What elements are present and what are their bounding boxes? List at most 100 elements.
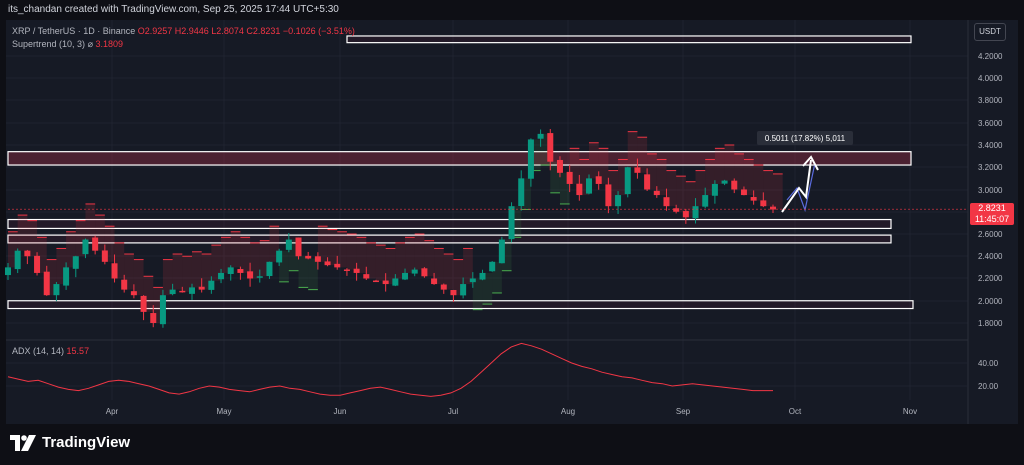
price-tick-label: 3.8000 — [978, 96, 1003, 105]
adx-legend[interactable]: ADX (14, 14) 15.57 — [12, 346, 89, 356]
supertrend-fill — [540, 133, 551, 166]
supertrend-fill — [75, 220, 86, 257]
supertrend-fill — [395, 242, 406, 279]
candle-body — [721, 180, 728, 184]
candle-body — [5, 267, 11, 276]
price-tick-label: 3.4000 — [978, 141, 1003, 150]
supertrend-fill — [162, 259, 173, 296]
time-tick-label: Jun — [334, 407, 347, 416]
price-tick-label: 2.4000 — [978, 252, 1003, 261]
price-countdown: 11:45:07 — [974, 214, 1010, 224]
supertrend-fill — [172, 254, 183, 290]
time-tick-label: May — [216, 407, 231, 416]
supertrend-fill — [240, 237, 251, 273]
currency-button[interactable]: USDT — [974, 23, 1006, 41]
price-tick-label: 3.2000 — [978, 163, 1003, 172]
time-tick-label: Aug — [561, 407, 575, 416]
time-tick-label: Nov — [903, 407, 917, 416]
footer — [0, 424, 1024, 465]
adx-value: 15.57 — [66, 346, 90, 356]
supertrend-fill — [482, 272, 493, 305]
candle-body — [14, 250, 21, 270]
adx-line — [7, 342, 773, 397]
supertrend-fill — [705, 159, 715, 196]
tradingview-logo[interactable]: TradingView — [10, 434, 130, 451]
candle-body — [363, 274, 370, 279]
price-tick-label: 3.6000 — [978, 119, 1003, 128]
candle-body — [537, 133, 544, 139]
price-tick-label: 4.0000 — [978, 74, 1003, 83]
candle-body — [188, 287, 195, 294]
candle-body — [34, 255, 41, 273]
candle-body — [324, 261, 331, 266]
candle-body — [556, 159, 563, 173]
supertrend-fill — [191, 251, 202, 288]
candles-layer — [5, 129, 776, 328]
support-resistance-zones — [7, 35, 914, 310]
supertrend-fill — [434, 248, 444, 285]
supertrend-fill — [579, 159, 590, 196]
candle-body — [169, 289, 176, 295]
candle-body — [353, 268, 360, 273]
supertrend-fill — [221, 237, 231, 273]
price-tick-label: 4.2000 — [978, 52, 1003, 61]
supertrend-fill — [46, 259, 57, 296]
candle-body — [518, 178, 525, 207]
supertrend-legend[interactable]: Supertrend (10, 3) ⌀ 3.1809 — [12, 39, 123, 50]
candle-body — [92, 237, 99, 251]
candle-body — [615, 195, 622, 207]
supertrend-layer — [8, 131, 783, 323]
supertrend-fill — [8, 231, 18, 268]
supertrend-fill — [724, 145, 735, 181]
supertrend-fill — [753, 165, 764, 201]
supertrend-fill — [598, 148, 609, 184]
time-tick-label: Apr — [106, 407, 119, 416]
supertrend-fill — [773, 173, 783, 210]
zone-box — [346, 35, 912, 44]
adx-tick-label: 20.00 — [978, 382, 999, 391]
measure-label-box — [757, 131, 853, 145]
supertrend-fill — [375, 245, 386, 281]
candle-body — [469, 278, 476, 283]
candle-body — [24, 250, 31, 257]
time-tick-label: Oct — [789, 407, 802, 416]
supertrend-value: 3.1809 — [95, 39, 124, 49]
supertrend-fill — [530, 139, 541, 171]
candle-body — [547, 133, 554, 162]
supertrend-fill — [443, 254, 454, 290]
supertrend-fill — [269, 226, 280, 262]
symbol-legend[interactable]: XRP / TetherUS · 1D · Binance O2.9257 H2… — [12, 26, 355, 36]
adx-layer — [7, 342, 773, 397]
supertrend-fill — [298, 256, 309, 288]
candle-body — [382, 280, 389, 285]
candle-body — [440, 284, 447, 290]
supertrend-fill — [656, 159, 667, 196]
candle-body — [586, 178, 593, 194]
supertrend-fill — [366, 242, 376, 279]
supertrend-fill — [685, 181, 696, 218]
supertrend-fill — [153, 287, 163, 323]
candle-body — [72, 256, 79, 269]
candle-body — [121, 279, 128, 290]
candle-body — [53, 284, 60, 296]
candle-body — [130, 291, 137, 296]
supertrend-fill — [763, 170, 773, 207]
candle-body — [760, 200, 767, 207]
price-tick-label: 2.6000 — [978, 230, 1003, 239]
candle-body — [702, 195, 709, 207]
supertrend-fill — [17, 215, 28, 251]
supertrend-fill — [405, 237, 415, 273]
current-price-value: 2.8231 — [978, 203, 1006, 213]
candle-body — [111, 263, 118, 279]
candle-body — [140, 295, 147, 312]
supertrend-fill — [250, 242, 260, 279]
current-price-tag: 2.8231 11:45:07 — [970, 203, 1014, 225]
candle-body — [343, 269, 350, 271]
supertrend-fill — [124, 254, 134, 290]
zone-box — [7, 234, 892, 244]
candle-body — [421, 268, 428, 277]
supertrend-fill — [472, 278, 483, 310]
candle-body — [489, 261, 496, 272]
candle-body — [663, 197, 670, 207]
